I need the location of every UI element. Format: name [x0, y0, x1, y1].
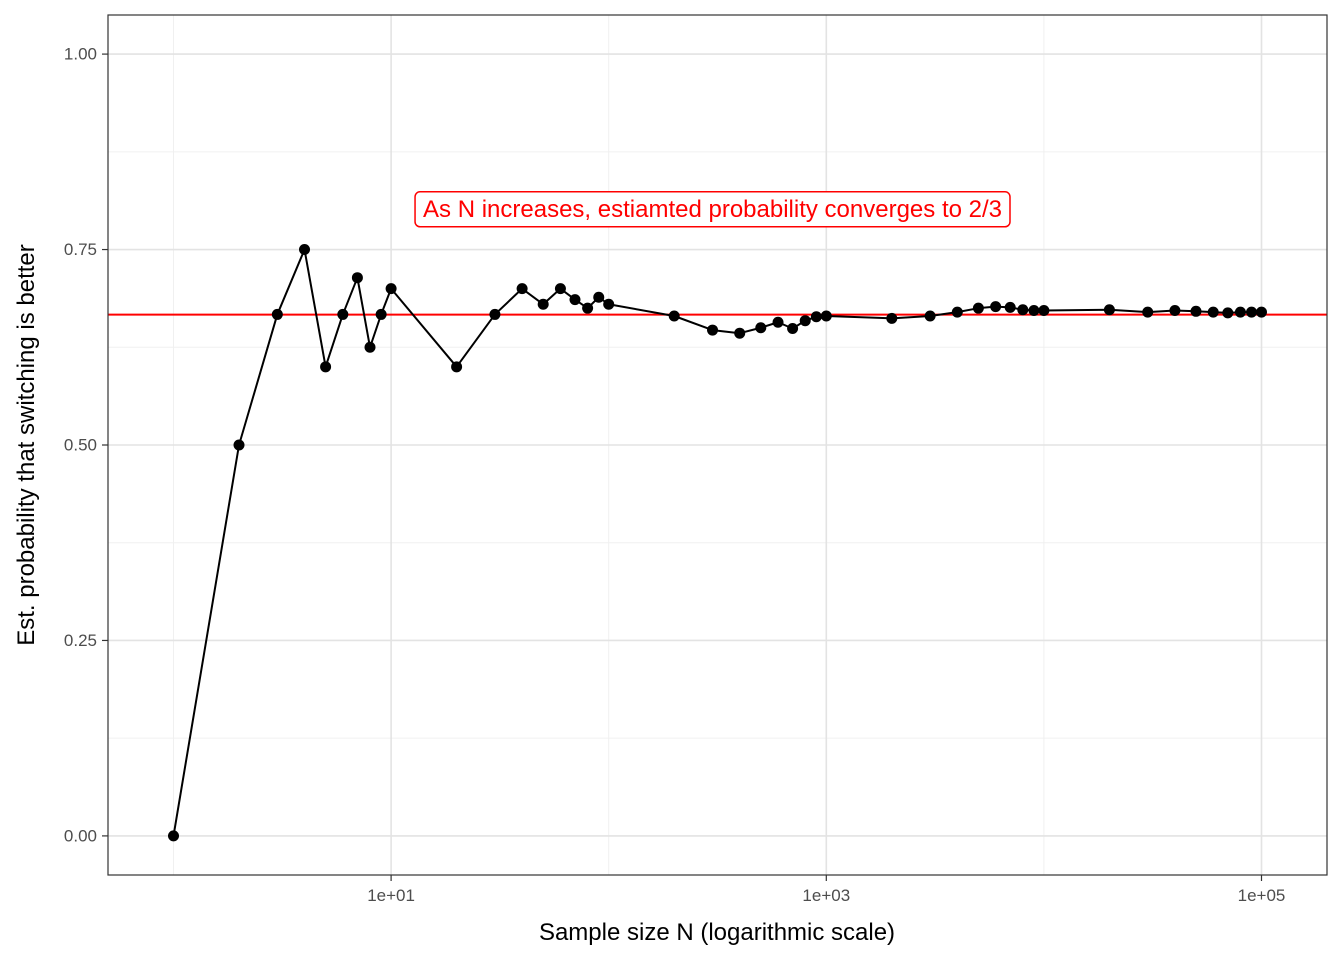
x-tick-label: 1e+01 — [367, 886, 415, 905]
series-line — [172, 248, 1262, 837]
annotation-text: As N increases, estiamted probability co… — [423, 196, 1002, 223]
y-tick-label: 0.25 — [64, 631, 97, 650]
data-point — [271, 308, 283, 320]
annotation-box — [414, 191, 1011, 228]
data-point — [593, 291, 605, 303]
data-point — [820, 310, 832, 322]
data-point — [990, 301, 1002, 313]
x-tick-label: 1e+03 — [802, 886, 850, 905]
data-point — [537, 298, 549, 310]
data-point — [569, 294, 581, 306]
data-point — [799, 315, 811, 327]
data-point — [755, 322, 767, 334]
data-point — [1028, 305, 1040, 317]
data-point — [364, 341, 376, 353]
data-point — [707, 324, 719, 336]
data-point — [1142, 306, 1154, 318]
y-axis-title: Est. probability that switching is bette… — [13, 244, 40, 646]
data-point — [1234, 306, 1246, 318]
data-point — [1038, 305, 1050, 317]
y-tick-label: 0.00 — [64, 826, 97, 845]
data-point — [1246, 306, 1258, 318]
data-point — [451, 361, 463, 373]
data-point — [1103, 304, 1115, 316]
data-point — [1222, 307, 1234, 319]
y-tick-label: 1.00 — [64, 45, 97, 64]
data-point — [299, 244, 311, 256]
data-point — [1004, 301, 1016, 313]
data-point — [1190, 305, 1202, 317]
series-layer — [168, 244, 1267, 842]
data-point — [972, 302, 984, 314]
grid — [108, 15, 1327, 875]
data-point — [603, 298, 615, 310]
data-point — [320, 361, 332, 373]
x-tick-label: 1e+05 — [1238, 886, 1286, 905]
data-point — [351, 272, 363, 284]
data-point — [337, 308, 349, 320]
data-point — [1207, 306, 1219, 318]
data-point — [375, 308, 387, 320]
data-point — [734, 327, 746, 339]
data-point — [810, 311, 822, 323]
data-point — [1255, 306, 1267, 318]
data-point — [951, 306, 963, 318]
axis-ticks: 0.00 0.25 0.50 0.75 1.00 1e+01 1e+03 1e+05 — [64, 45, 1285, 905]
data-point — [554, 283, 566, 295]
data-point — [385, 283, 397, 295]
annotation: As N increases, estiamted probability co… — [414, 191, 1011, 228]
x-axis-title: Sample size N (logarithmic scale) — [539, 919, 895, 946]
data-point — [233, 439, 245, 451]
data-point — [1017, 304, 1029, 316]
data-point — [924, 310, 936, 322]
data-point — [582, 302, 594, 314]
data-point — [668, 310, 680, 322]
data-point — [1169, 305, 1181, 317]
data-point — [168, 830, 180, 842]
y-tick-label: 0.75 — [64, 240, 97, 259]
data-point — [489, 308, 501, 320]
y-tick-label: 0.50 — [64, 436, 97, 455]
data-point — [787, 323, 799, 335]
data-point — [886, 312, 898, 324]
data-point — [772, 316, 784, 328]
data-point — [516, 283, 528, 295]
